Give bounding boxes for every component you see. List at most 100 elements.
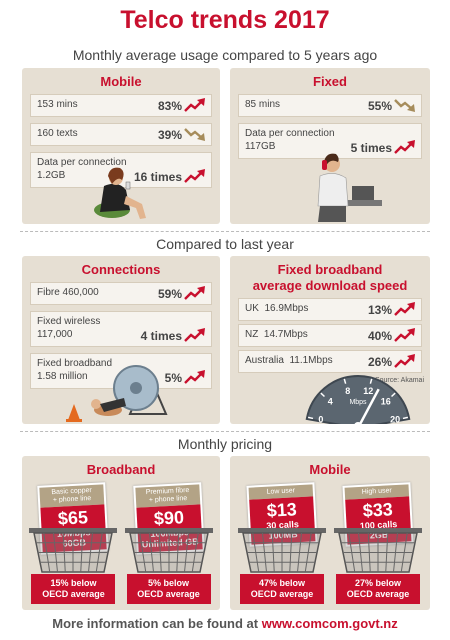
arrow-line	[184, 128, 203, 139]
source-note: Source: Akamai	[374, 377, 424, 384]
basket-rim	[29, 528, 118, 533]
stat-row: Fibre 460,000 59%	[30, 282, 212, 305]
basket	[238, 528, 326, 573]
arrow-head	[407, 302, 415, 310]
separator	[20, 231, 430, 232]
trend-arrow	[394, 328, 415, 342]
trend-arrow	[184, 169, 205, 183]
stat-value: 5%	[164, 371, 182, 385]
gauge-hub	[354, 422, 362, 424]
footer: More information can be found at www.com…	[0, 616, 450, 631]
panel-title: Fixed	[313, 74, 347, 89]
stat-value: 5 times	[350, 141, 392, 155]
basket-rim	[124, 528, 213, 533]
basket	[124, 528, 213, 573]
stat-label: Data per connection	[245, 128, 335, 139]
basket-rim	[334, 528, 422, 533]
oecd-note-line: 27% below	[354, 578, 401, 588]
stat-label: Data per connection	[37, 157, 127, 168]
gauge-unit: Mbps	[349, 399, 367, 406]
stat-value: 59%	[157, 287, 182, 301]
arrow-head	[407, 104, 415, 112]
arrow-line	[394, 356, 413, 368]
arrow-line	[184, 100, 203, 112]
page-title: Telco trends 2017	[120, 6, 330, 34]
gauge-face	[305, 375, 411, 424]
gauge-tick-label: 4	[328, 396, 333, 406]
section-heading: Monthly pricing	[177, 436, 273, 452]
stat-value: 4 times	[140, 329, 182, 343]
stat-value: 39%	[157, 128, 182, 142]
gauge-tick	[391, 392, 396, 398]
stat-label: Fixed broadband	[37, 358, 113, 369]
stat-row: Data per connection 1.2GB 16 times	[30, 152, 212, 188]
oecd-note-line: OECD average	[137, 589, 200, 599]
arrow-head	[197, 133, 205, 141]
panel-title: Fixed broadband	[277, 262, 383, 277]
oecd-note-line: 15% below	[50, 578, 97, 588]
stat-label: NZ 14.7Mbps	[245, 329, 308, 340]
basket	[29, 528, 118, 573]
arrow-head	[407, 354, 415, 362]
arrow-head	[407, 140, 415, 148]
arrow-head	[197, 370, 205, 378]
stat-label: 1.2GB	[37, 170, 66, 181]
stat-label: 1.58 million	[37, 371, 88, 382]
trend-arrow	[184, 98, 205, 112]
gauge-tick	[307, 416, 314, 420]
panel: Fixed 85 mins 55% Data per connection 117GB 5…	[230, 68, 430, 224]
arrow-line	[394, 99, 413, 110]
trend-arrow	[394, 354, 415, 368]
arrow-head	[197, 286, 205, 294]
arrow-line	[184, 171, 203, 183]
section-heading: Compared to last year	[156, 236, 294, 252]
gauge-tick	[402, 416, 409, 420]
gauge-tick-label: 0	[318, 414, 323, 424]
stat-row: Fixed wireless 117,000 4 times	[30, 311, 212, 347]
trend-arrow	[394, 99, 415, 112]
arrow-line	[394, 142, 413, 154]
arrow-head	[407, 328, 415, 336]
arrow-line	[184, 288, 203, 300]
stat-label: Fibre 460,000	[37, 287, 99, 298]
arrow-line	[394, 330, 413, 342]
oecd-note-line: 5% below	[148, 578, 190, 588]
footer-text: More information can be found at	[52, 616, 259, 631]
stat-row: 85 mins 55%	[238, 94, 422, 117]
oecd-note: 15% below OECD average	[31, 574, 116, 604]
stat-value: 13%	[367, 303, 392, 317]
arrow-line	[394, 304, 413, 316]
section-heading: Monthly average usage compared to 5 year…	[72, 47, 378, 63]
gauge-tick	[369, 378, 373, 384]
oecd-note-line: OECD average	[42, 589, 105, 599]
arrow-line	[184, 372, 203, 384]
trend-arrow	[184, 286, 205, 300]
stat-label: Fixed wireless	[37, 316, 101, 327]
panel-title: average download speed	[252, 278, 408, 293]
stat-label: UK 16.9Mbps	[245, 303, 309, 314]
gauge-tick	[320, 392, 325, 398]
stat-row: Data per connection 117GB 5 times	[238, 123, 422, 159]
trend-arrow	[184, 370, 205, 384]
stat-label: 153 mins	[37, 99, 78, 110]
gauge-tick-label: 12	[363, 386, 373, 396]
panel-title: Broadband	[86, 462, 156, 477]
gauge-tick-label: 16	[381, 396, 391, 406]
footer-link[interactable]: www.comcom.govt.nz	[261, 616, 398, 631]
speed-gauge: 04 8 12 16 20 Mbps	[305, 375, 411, 424]
arrow-head	[197, 98, 205, 106]
oecd-note-line: OECD average	[346, 589, 410, 599]
stat-row: UK 16.9Mbps 13%	[238, 298, 422, 321]
stat-value: 16 times	[133, 170, 182, 184]
stat-value: 83%	[157, 99, 182, 113]
oecd-note: 5% below OECD average	[126, 574, 211, 604]
panel-title: Mobile	[309, 462, 351, 477]
stat-row: 153 mins 83%	[30, 94, 212, 117]
basket	[334, 528, 422, 573]
stat-row: Fixed broadband 1.58 million 5%	[30, 353, 212, 389]
panel: Connections Fibre 460,000 59% Fixed wireles…	[22, 256, 220, 424]
basket-rim	[238, 528, 326, 533]
